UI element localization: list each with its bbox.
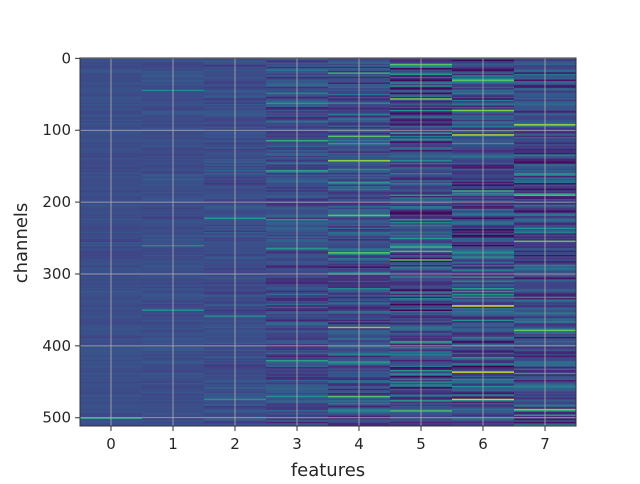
- x-axis-label: features: [291, 460, 365, 480]
- plot-frame: [79, 57, 577, 427]
- x-tick-label: 7: [540, 435, 550, 453]
- y-tick-label: 100: [42, 121, 71, 139]
- x-tick-label: 5: [416, 435, 426, 453]
- y-axis-ticks: 0 100 200 300 400 500: [42, 49, 80, 427]
- y-tick-label: 200: [42, 193, 71, 211]
- x-axis-ticks: 0 1 2 3 4 5 6 7: [106, 426, 550, 453]
- x-tick-label: 4: [354, 435, 364, 453]
- grid-lines: [80, 57, 576, 426]
- y-tick-label: 400: [42, 337, 71, 355]
- x-tick-label: 3: [292, 435, 302, 453]
- x-tick-label: 1: [168, 435, 178, 453]
- x-tick-label: 2: [230, 435, 240, 453]
- x-tick-label: 6: [478, 435, 488, 453]
- y-tick-label: 0: [61, 49, 71, 67]
- x-tick-label: 0: [106, 435, 116, 453]
- y-tick-label: 300: [42, 265, 71, 283]
- heatmap-cells: [80, 58, 577, 427]
- y-axis-label: channels: [11, 203, 32, 284]
- y-tick-label: 500: [42, 409, 71, 427]
